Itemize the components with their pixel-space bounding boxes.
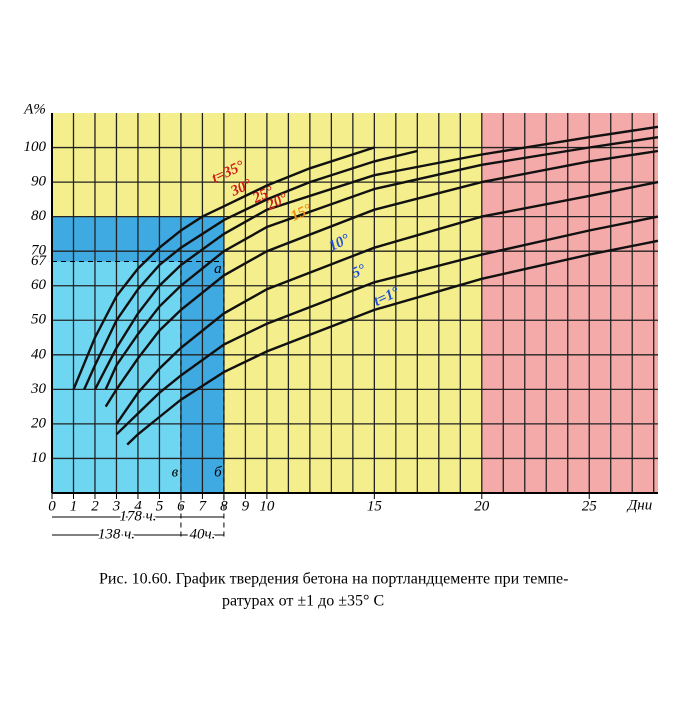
span-label: 178 ч. (119, 508, 156, 524)
x-tick-label: 9 (242, 498, 250, 514)
caption-line: ратурах от ±1 до ±35° С (222, 593, 384, 610)
curve (104, 149, 659, 408)
curve (93, 125, 659, 390)
x-tick-label: 20 (474, 498, 490, 514)
ref-label: б (214, 464, 222, 480)
y-tick-label: 20 (31, 415, 47, 431)
y-tick-label: 70 (31, 243, 47, 259)
x-tick-label: 4 (134, 498, 142, 514)
span-label: 138 ч. (98, 526, 135, 542)
series-label: 5° (349, 262, 368, 282)
y-tick-label: 10 (31, 450, 47, 466)
curve (83, 149, 418, 390)
x-tick-label: 2 (91, 498, 99, 514)
curve (115, 180, 659, 425)
y-tick-label: 50 (31, 312, 47, 328)
y-tick-label: 40 (31, 346, 47, 362)
span-label: 40ч. (189, 526, 215, 542)
y-tick-label: 90 (31, 174, 47, 190)
y-tick-label: 80 (31, 208, 47, 224)
y-tick-label: 67 (31, 253, 48, 269)
curve (115, 215, 659, 436)
x-tick-label: 7 (199, 498, 208, 514)
caption-line: Рис. 10.60. График твердения бетона на п… (99, 571, 568, 588)
x-tick-label: 25 (582, 498, 598, 514)
x-tick-label: 10 (259, 498, 275, 514)
x-tick-label: 1 (70, 498, 78, 514)
x-tick-label: 5 (156, 498, 164, 514)
curve (126, 239, 659, 446)
y-tick-label: 60 (31, 277, 47, 293)
y-tick-label: 100 (24, 139, 47, 155)
curve (104, 136, 659, 390)
ref-label: в (172, 464, 179, 480)
y-axis-label: A% (23, 101, 46, 117)
curve (72, 146, 375, 390)
y-tick-label: 30 (30, 381, 47, 397)
x-tick-label: 15 (367, 498, 383, 514)
x-axis-label: Дни (626, 497, 653, 513)
x-tick-label: 0 (48, 498, 56, 514)
point-label: а (214, 261, 222, 277)
x-tick-label: 3 (112, 498, 121, 514)
